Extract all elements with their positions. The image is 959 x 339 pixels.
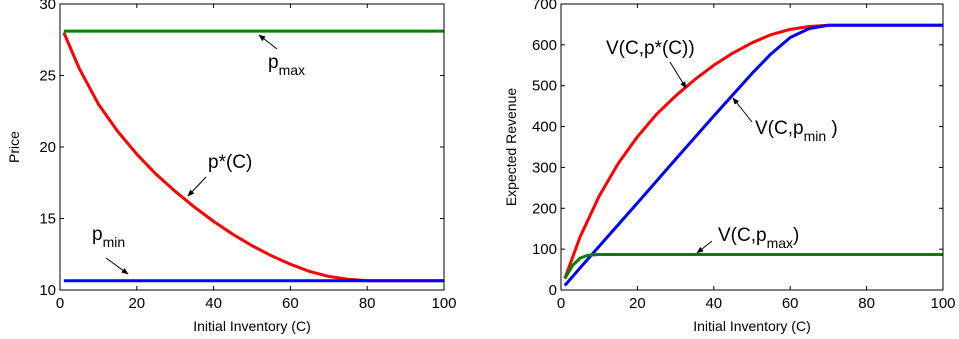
annotation-pmin-base: p	[92, 224, 103, 245]
price-x-tick-label-3: 60	[282, 295, 299, 312]
annotation-vpmax-base: V(C,p	[718, 225, 767, 246]
price-y-tick-label-2: 20	[39, 139, 56, 156]
annotation-vpmax-sub: max	[767, 235, 793, 251]
revenue-x-tick-label-3: 60	[782, 295, 799, 312]
arrow-vpmin	[732, 97, 753, 123]
price-y-tick-label-3: 25	[39, 68, 56, 85]
revenue-x-tick-label-0: 0	[557, 295, 565, 312]
arrow-pmin	[105, 257, 129, 275]
price-x-tick-label-4: 80	[359, 295, 376, 312]
annotation-pstar: p*(C)	[187, 152, 252, 197]
revenue-chart: 0 20 40 60 80 100 0 100 200 300 400 500 600 700 Init…	[503, 0, 956, 334]
annotation-vpmin-base: V(C,p	[755, 118, 804, 139]
revenue-y-axis-label: Expected Revenue	[503, 88, 519, 207]
price-y-tick-label-0: 10	[39, 282, 56, 299]
revenue-y-tick-label-2: 200	[532, 200, 557, 217]
price-x-tick-label-2: 40	[205, 295, 222, 312]
arrow-pmax	[258, 34, 278, 50]
annotation-vpmin: V(C,pmin )	[732, 97, 838, 144]
arrow-pstar	[187, 176, 207, 197]
price-x-tick-label-0: 0	[56, 295, 64, 312]
annotation-pstar-label: p*(C)	[208, 152, 252, 173]
revenue-x-tick-label-1: 20	[629, 295, 646, 312]
annotation-vpstar-label: V(C,p*(C))	[606, 38, 695, 59]
revenue-series-line-1	[563, 23, 943, 287]
revenue-y-ticks: 0 100 200 300 400 500 600 700	[532, 0, 943, 299]
arrow-vpmax	[696, 240, 713, 254]
revenue-y-tick-label-5: 500	[532, 78, 557, 95]
svg-text:V(C,pmin ): V(C,pmin )	[755, 118, 838, 144]
revenue-y-tick-label-7: 700	[532, 0, 557, 13]
annotation-vpstar: V(C,p*(C))	[606, 38, 695, 89]
annotation-vpmax: V(C,pmax)	[696, 225, 799, 254]
annotation-pmax: pmax	[258, 34, 305, 78]
revenue-y-tick-label-1: 100	[532, 241, 557, 258]
annotation-pmin-sub: min	[103, 234, 126, 250]
arrow-vpstar	[669, 61, 687, 89]
price-y-tick-label-4: 30	[39, 0, 56, 13]
svg-text:V(C,pmax): V(C,pmax)	[718, 225, 799, 251]
price-y-ticks: 10 15 20 25 30	[39, 0, 444, 299]
annotation-pmin: pmin	[92, 224, 129, 275]
annotation-pmax-base: p	[268, 52, 279, 73]
price-y-axis-label: Price	[6, 131, 22, 163]
svg-text:pmin: pmin	[92, 224, 125, 250]
revenue-series-line-2	[563, 252, 943, 280]
revenue-series-group	[563, 23, 943, 287]
revenue-x-tick-label-4: 80	[858, 295, 875, 312]
revenue-y-tick-label-4: 400	[532, 119, 557, 136]
price-series-group	[62, 29, 444, 283]
revenue-x-tick-label-2: 40	[705, 295, 722, 312]
revenue-x-axis-label: Initial Inventory (C)	[693, 318, 810, 334]
price-y-tick-label-1: 15	[39, 211, 56, 228]
revenue-y-tick-label-6: 600	[532, 37, 557, 54]
svg-text:pmax: pmax	[268, 52, 305, 78]
revenue-x-ticks: 0 20 40 60 80 100	[557, 4, 956, 312]
price-x-tick-label-5: 100	[431, 295, 456, 312]
price-chart: 0 20 40 60 80 100 10 15 20 25 30 Initial Inventor…	[6, 0, 457, 334]
price-x-ticks: 0 20 40 60 80 100	[56, 4, 457, 312]
price-x-axis-label: Initial Inventory (C)	[193, 318, 310, 334]
revenue-plot-frame	[560, 3, 944, 291]
revenue-x-tick-label-5: 100	[930, 295, 955, 312]
annotation-vpmin-tail: )	[826, 118, 838, 139]
revenue-y-tick-label-0: 0	[549, 282, 557, 299]
revenue-y-tick-label-3: 300	[532, 159, 557, 176]
annotation-vpmin-sub: min	[804, 128, 827, 144]
annotation-vpmax-tail: )	[793, 225, 799, 246]
price-x-tick-label-1: 20	[128, 295, 145, 312]
annotation-pmax-sub: max	[279, 62, 305, 78]
